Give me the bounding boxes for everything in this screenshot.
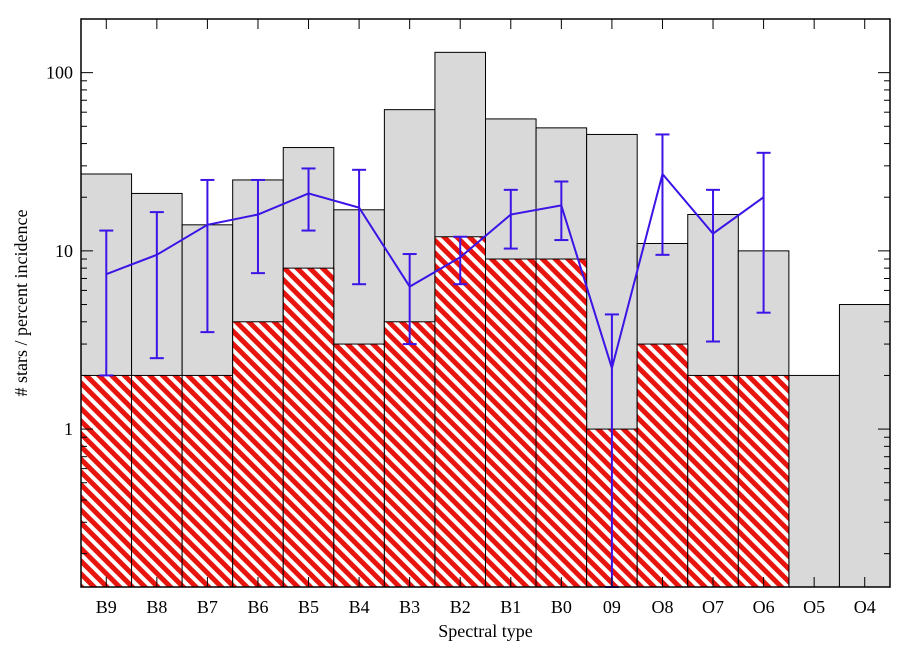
x-tick-label-O4: O4 xyxy=(854,597,876,617)
x-tick-label-B6: B6 xyxy=(247,597,268,617)
hatched-bar-B6 xyxy=(232,321,284,588)
x-tick-label-B7: B7 xyxy=(197,597,218,617)
incidence-line-layer xyxy=(99,133,771,588)
y-tick-label-10: 10 xyxy=(55,241,73,261)
hatched-bar-O6 xyxy=(737,374,790,588)
x-tick-label-B8: B8 xyxy=(146,597,167,617)
hatched-bar-B1 xyxy=(485,258,537,588)
x-tick-label-O6: O6 xyxy=(753,597,775,617)
hatched-bars xyxy=(80,236,790,588)
hatched-bar-B3 xyxy=(383,321,436,588)
x-tick-label-B9: B9 xyxy=(96,597,117,617)
total-bar-O5 xyxy=(788,374,840,588)
x-tick-label-B4: B4 xyxy=(349,597,370,617)
hatched-bar-B2 xyxy=(434,236,486,588)
plot-frame xyxy=(80,18,891,588)
axis-ticks xyxy=(81,18,890,587)
axis-tick-labels: B9 B8 B7 B6 B5 B4 B3 B2 B1 B0 09 O8 O7 O6 O5 O4 1 10 100 xyxy=(46,63,876,617)
total-bar-O4 xyxy=(838,304,891,588)
x-tick-label-B5: B5 xyxy=(298,597,319,617)
hatched-bar-B4 xyxy=(333,343,385,588)
y-axis-title: # stars / percent incidence xyxy=(11,210,31,397)
y-tick-label-1: 1 xyxy=(64,419,73,439)
y-tick-label-100: 100 xyxy=(46,63,73,83)
hatched-bar-B8 xyxy=(131,374,183,588)
x-tick-label-O8: O8 xyxy=(651,597,673,617)
x-tick-label-B2: B2 xyxy=(450,597,471,617)
x-tick-label-B3: B3 xyxy=(399,597,420,617)
x-tick-label-09: 09 xyxy=(603,597,621,617)
hatched-bar-O8 xyxy=(636,343,689,588)
hatched-bar-B7 xyxy=(181,374,234,588)
hatched-bar-B9 xyxy=(80,374,133,588)
x-tick-label-B1: B1 xyxy=(500,597,521,617)
hatched-bar-B5 xyxy=(282,267,335,588)
x-tick-label-O5: O5 xyxy=(803,597,825,617)
hatched-bar-B0 xyxy=(535,258,588,588)
hatched-bar-O7 xyxy=(687,374,739,588)
x-axis-title: Spectral type xyxy=(438,621,532,641)
x-tick-label-B0: B0 xyxy=(551,597,572,617)
incidence-line xyxy=(105,171,765,372)
x-tick-label-O7: O7 xyxy=(702,597,724,617)
